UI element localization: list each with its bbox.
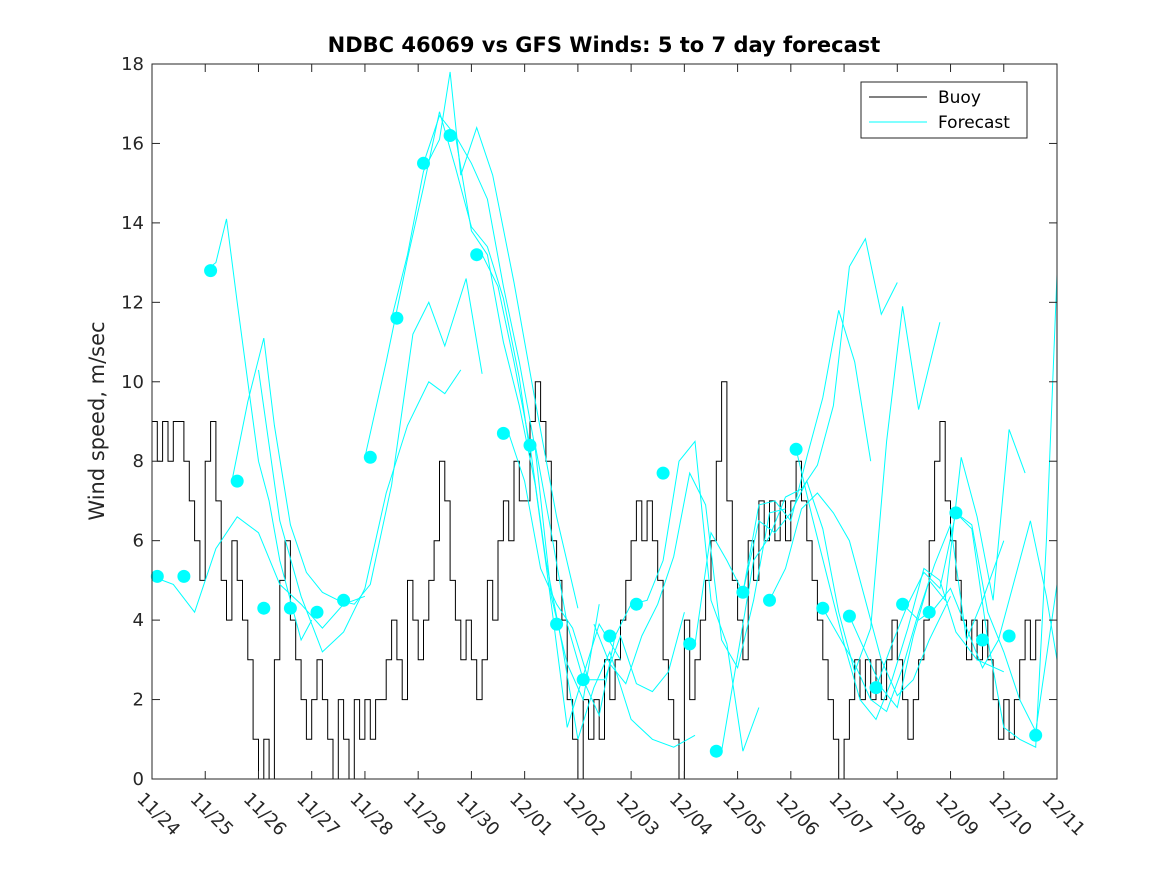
y-tick-label: 14 (121, 213, 144, 234)
forecast-dot-18 (629, 597, 643, 611)
y-tick-label: 16 (121, 133, 144, 154)
axes-box (151, 63, 1058, 780)
forecast-run-line-21 (955, 274, 1058, 748)
forecast-dot-14 (523, 438, 537, 452)
forecast-dot-6 (310, 605, 324, 619)
forecast-dot-8 (363, 450, 377, 464)
forecast-dot-22 (736, 585, 750, 599)
forecast-dot-15 (550, 617, 564, 631)
forecast-run-line-5 (391, 71, 579, 609)
forecast-dot-0 (150, 569, 164, 583)
forecast-dot-27 (869, 681, 883, 695)
legend-buoy-label: Buoy (938, 88, 981, 108)
forecast-run-line-19 (875, 512, 1058, 733)
forecast-run-line-0 (151, 516, 366, 629)
forecast-dot-7 (337, 593, 351, 607)
forecast-dot-30 (949, 506, 963, 520)
forecast-run-line-8 (481, 254, 696, 748)
y-tick-label: 8 (133, 451, 144, 472)
legend: Buoy Forecast (860, 81, 1028, 139)
plot-area (150, 71, 1058, 780)
forecast-dot-21 (709, 744, 723, 758)
forecast-dot-2 (204, 264, 218, 278)
forecast-run-line-4 (364, 111, 531, 458)
y-tick-label: 0 (133, 769, 144, 790)
forecast-run-line-12 (694, 310, 872, 644)
forecast-run-line-9 (508, 433, 685, 693)
y-tick-label: 10 (121, 372, 144, 393)
y-axis-label: Wind speed, m/sec (85, 321, 109, 520)
forecast-run-line-10 (534, 440, 760, 752)
y-tick-label: 4 (133, 610, 144, 631)
forecast-dot-19 (656, 466, 670, 480)
forecast-dot-26 (842, 609, 856, 623)
forecast-dot-11 (443, 129, 457, 142)
forecast-dot-3 (230, 474, 244, 488)
forecast-dot-12 (470, 248, 484, 262)
forecast-dot-28 (896, 597, 910, 611)
forecast-dot-13 (496, 426, 510, 440)
y-tick-label: 12 (121, 292, 144, 313)
forecast-dot-9 (390, 311, 404, 325)
forecast-dot-31 (976, 633, 989, 647)
forecast-run-line-15 (769, 492, 951, 697)
forecast-dot-4 (257, 601, 271, 615)
buoy-series-line (152, 381, 1041, 780)
forecast-dot-23 (763, 593, 776, 607)
y-tick-label: 6 (133, 531, 144, 552)
forecast-run-line-14 (742, 306, 941, 674)
forecast-dot-32 (1002, 629, 1016, 643)
forecast-run-line-11 (593, 471, 786, 685)
forecast-dot-29 (922, 605, 936, 619)
forecast-dot-20 (683, 637, 697, 651)
forecast-dot-17 (603, 629, 617, 643)
forecast-run-line-13 (721, 237, 898, 752)
forecast-run-line-3 (258, 369, 462, 653)
forecast-dot-33 (1029, 728, 1043, 742)
forecast-dot-1 (177, 569, 191, 583)
forecast-dot-25 (816, 601, 830, 615)
legend-box (860, 81, 1028, 139)
y-tick-label: 18 (121, 54, 144, 75)
chart-title: NDBC 46069 vs GFS Winds: 5 to 7 day fore… (328, 33, 881, 57)
legend-forecast-label: Forecast (938, 113, 1010, 133)
forecast-dot-16 (576, 673, 590, 687)
forecast-dot-10 (417, 156, 430, 170)
forecast-run-line-16 (795, 449, 1005, 721)
forecast-dot-5 (283, 601, 297, 615)
y-tick-label: 2 (133, 690, 144, 711)
forecast-dot-24 (789, 442, 803, 456)
